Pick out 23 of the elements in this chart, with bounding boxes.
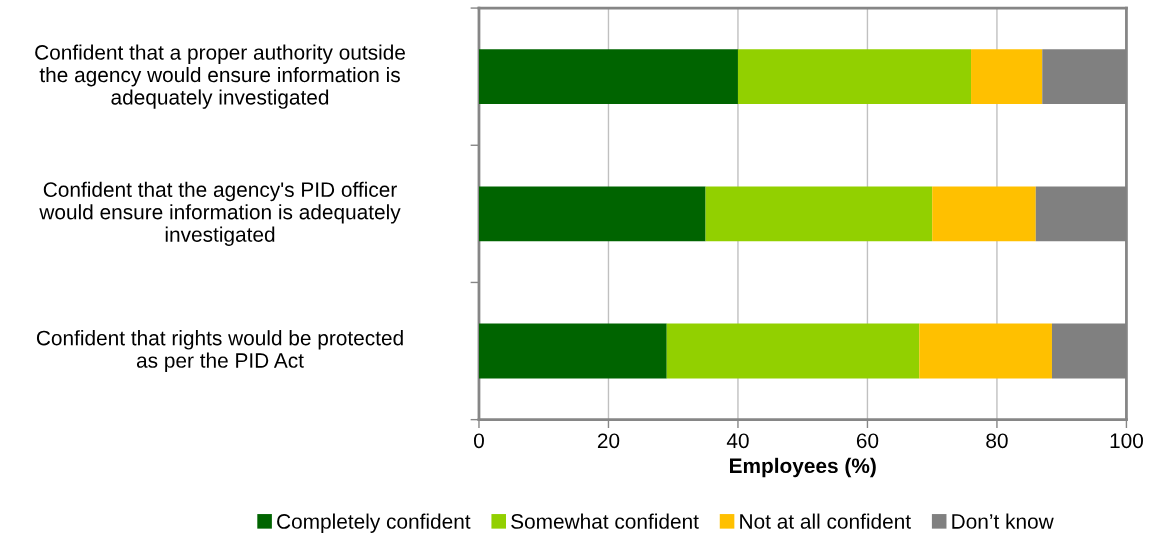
x-tick-label: 20 xyxy=(597,433,620,449)
legend-label: Don’t know xyxy=(952,513,1054,529)
x-tick-label: 80 xyxy=(986,433,1008,449)
bar xyxy=(478,323,667,379)
legend-label: Completely confident xyxy=(277,513,471,533)
bar xyxy=(666,323,920,379)
x-tick-label: 40 xyxy=(726,433,749,449)
bar xyxy=(919,323,1052,379)
x-tick-label: 60 xyxy=(856,433,879,449)
x-tick-label: 100 xyxy=(1110,433,1143,449)
bar xyxy=(971,49,1043,105)
bar xyxy=(737,49,972,105)
bar xyxy=(478,186,706,242)
y-tick-label: Confident that rights would be protected as per the PID Act xyxy=(36,330,403,372)
legend-label: Somewhat confident xyxy=(511,513,699,529)
legend-label: Not at all confident xyxy=(740,513,911,529)
x-tick-label: 0 xyxy=(474,433,484,449)
bar xyxy=(478,49,738,105)
bar xyxy=(932,186,1036,242)
y-tick-label: Confident that the agency's PID officer would ensure information is adequately investigated xyxy=(39,181,401,247)
y-tick-label: Confident that a proper authority outside the agency would ensure information is adequately investigated xyxy=(35,44,405,109)
x-axis-title: Employees (%) xyxy=(730,457,876,478)
bar xyxy=(705,186,933,242)
